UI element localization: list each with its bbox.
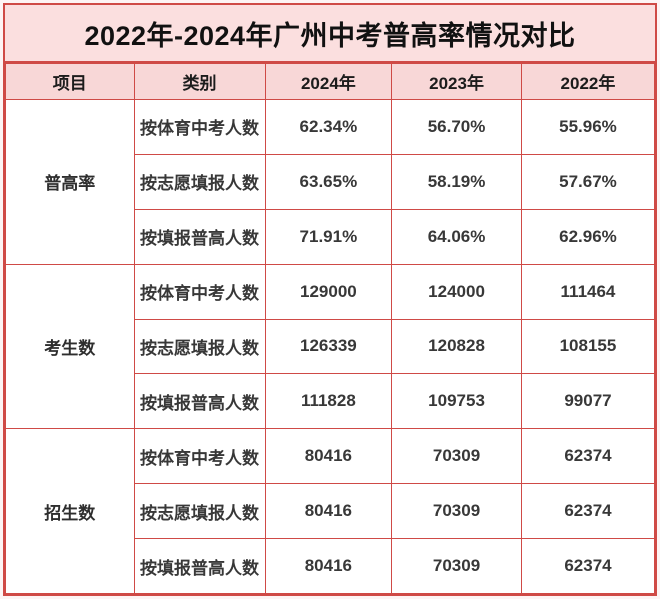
value-cell: 62374 — [520, 483, 656, 539]
value-cell: 56.70% — [391, 99, 522, 155]
category-cell: 按志愿填报人数 — [133, 318, 266, 375]
table-row: 按填报普高人数 80416 70309 62374 — [6, 538, 656, 594]
category-cell: 按体育中考人数 — [133, 99, 266, 155]
value-cell: 80416 — [264, 483, 393, 539]
header-project: 项目 — [5, 63, 135, 100]
category-cell: 按填报普高人数 — [133, 208, 266, 265]
group-label-rate: 普高率 — [5, 99, 135, 265]
group-label-enrollment: 招生数 — [5, 428, 135, 594]
table-row: 普高率 按体育中考人数 62.34% 56.70% 55.96% — [5, 99, 656, 265]
group-label-examinees: 考生数 — [5, 263, 135, 430]
value-cell: 80416 — [264, 428, 393, 485]
value-cell: 62374 — [520, 428, 656, 485]
table-row: 招生数 按体育中考人数 80416 70309 62374 — [5, 428, 656, 594]
category-cell: 按体育中考人数 — [133, 263, 266, 320]
value-cell: 63.65% — [264, 153, 393, 210]
comparison-table-card: 2022年-2024年广州中考普高率情况对比 项目 类别 2024年 2023年… — [3, 3, 657, 596]
category-cell: 按填报普高人数 — [133, 538, 266, 594]
value-cell: 62.34% — [264, 99, 393, 155]
value-cell: 70309 — [391, 483, 522, 539]
comparison-table: 项目 类别 2024年 2023年 2022年 普高率 按体育中考人数 62.3… — [5, 63, 656, 594]
value-cell: 62374 — [520, 538, 656, 594]
value-cell: 62.96% — [520, 208, 656, 265]
category-cell: 按体育中考人数 — [133, 428, 266, 485]
value-cell: 108155 — [520, 318, 656, 375]
category-cell: 按志愿填报人数 — [133, 153, 266, 210]
category-cell: 按志愿填报人数 — [133, 483, 266, 539]
table-row: 按志愿填报人数 63.65% 58.19% 57.67% — [6, 153, 656, 210]
category-cell: 按填报普高人数 — [133, 373, 266, 430]
value-cell: 64.06% — [391, 208, 522, 265]
value-cell: 111828 — [264, 373, 393, 430]
table-row: 按填报普高人数 71.91% 64.06% 62.96% — [6, 208, 656, 265]
table-row: 按填报普高人数 111828 109753 99077 — [6, 373, 656, 430]
value-cell: 57.67% — [520, 153, 656, 210]
table-title: 2022年-2024年广州中考普高率情况对比 — [5, 5, 655, 63]
value-cell: 111464 — [520, 263, 656, 320]
value-cell: 70309 — [391, 428, 522, 485]
header-year-2023: 2023年 — [391, 63, 522, 100]
header-year-2024: 2024年 — [264, 63, 393, 100]
value-cell: 80416 — [264, 538, 393, 594]
header-category: 类别 — [133, 63, 266, 100]
value-cell: 71.91% — [264, 208, 393, 265]
value-cell: 109753 — [391, 373, 522, 430]
header-year-2022: 2022年 — [520, 63, 656, 100]
value-cell: 55.96% — [520, 99, 656, 155]
value-cell: 58.19% — [391, 153, 522, 210]
value-cell: 120828 — [391, 318, 522, 375]
table-row: 按志愿填报人数 126339 120828 108155 — [6, 318, 656, 375]
value-cell: 129000 — [264, 263, 393, 320]
value-cell: 126339 — [264, 318, 393, 375]
value-cell: 70309 — [391, 538, 522, 594]
table-row: 按志愿填报人数 80416 70309 62374 — [6, 483, 656, 539]
value-cell: 99077 — [520, 373, 656, 430]
header-row: 项目 类别 2024年 2023年 2022年 — [5, 63, 656, 100]
value-cell: 124000 — [391, 263, 522, 320]
table-row: 考生数 按体育中考人数 129000 124000 111464 — [5, 263, 656, 430]
